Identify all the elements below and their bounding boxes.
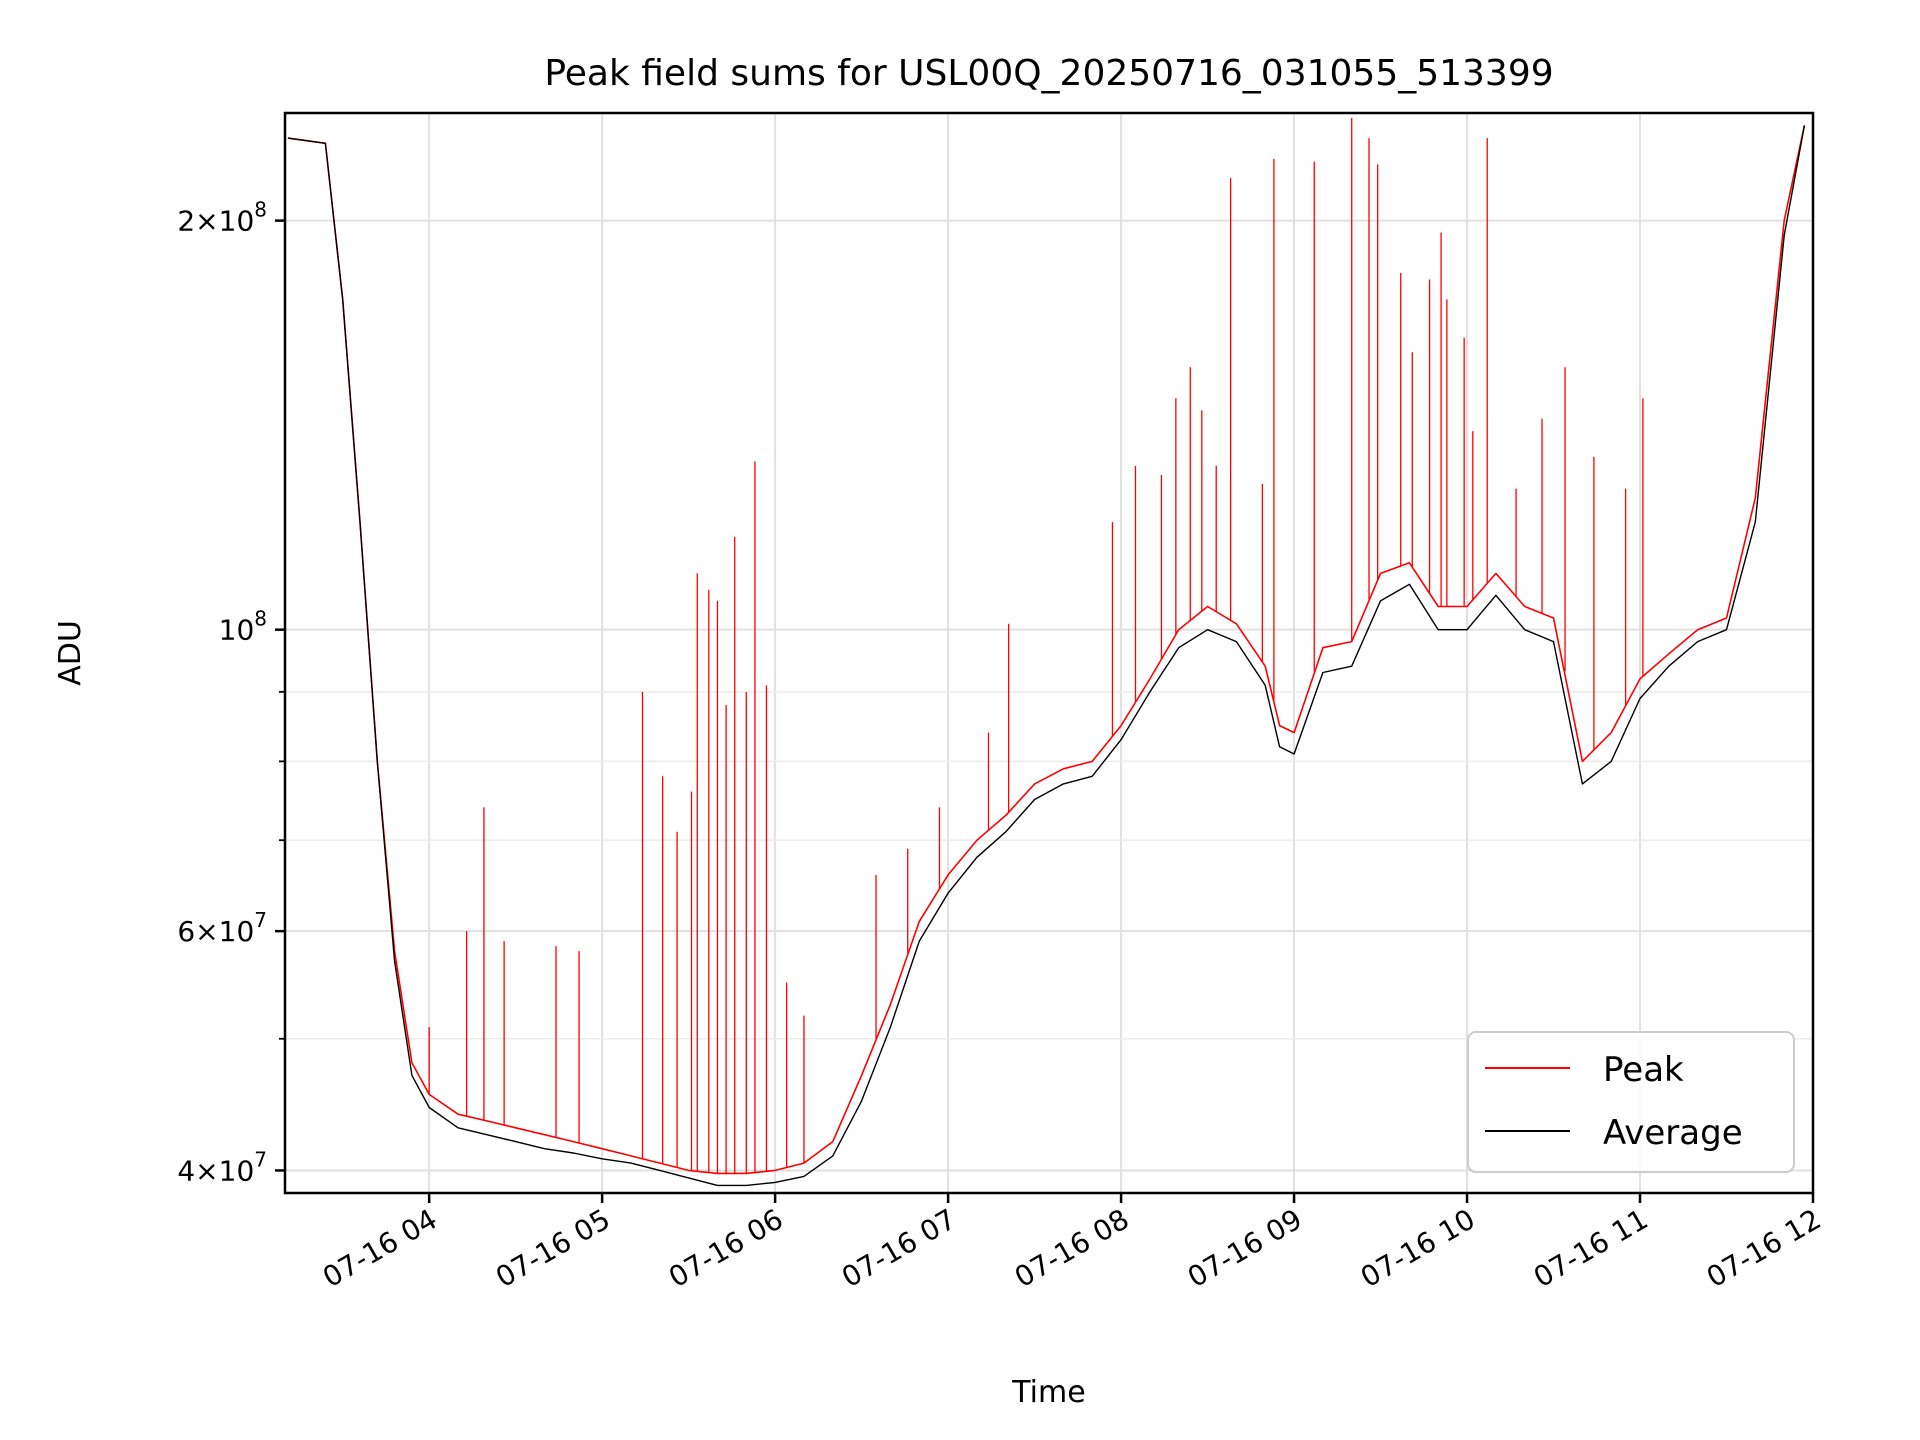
plot-frame (283, 111, 1815, 1195)
y-tick-label: 2×108 (177, 198, 267, 238)
legend-peak-label: Peak (1603, 1050, 1684, 1090)
y-axis-label: ADU (53, 620, 88, 686)
y-tick-label: 108 (219, 607, 267, 647)
chart-title: Peak field sums for USL00Q_20250716_0310… (544, 53, 1553, 94)
y-tick-label: 6×107 (177, 908, 267, 948)
peak-series-line (287, 125, 1806, 1175)
average-series-line (287, 125, 1806, 1187)
plot-lines (287, 117, 1806, 1187)
y-tick-label: 4×107 (177, 1147, 267, 1187)
y-axis-ticks: 4×107 6×107 108 2×108 (177, 198, 285, 1187)
legend: Peak Average (1467, 1031, 1795, 1173)
legend-average-label: Average (1603, 1113, 1743, 1153)
grid (285, 113, 1813, 1193)
x-axis-label: Time (1011, 1375, 1085, 1410)
